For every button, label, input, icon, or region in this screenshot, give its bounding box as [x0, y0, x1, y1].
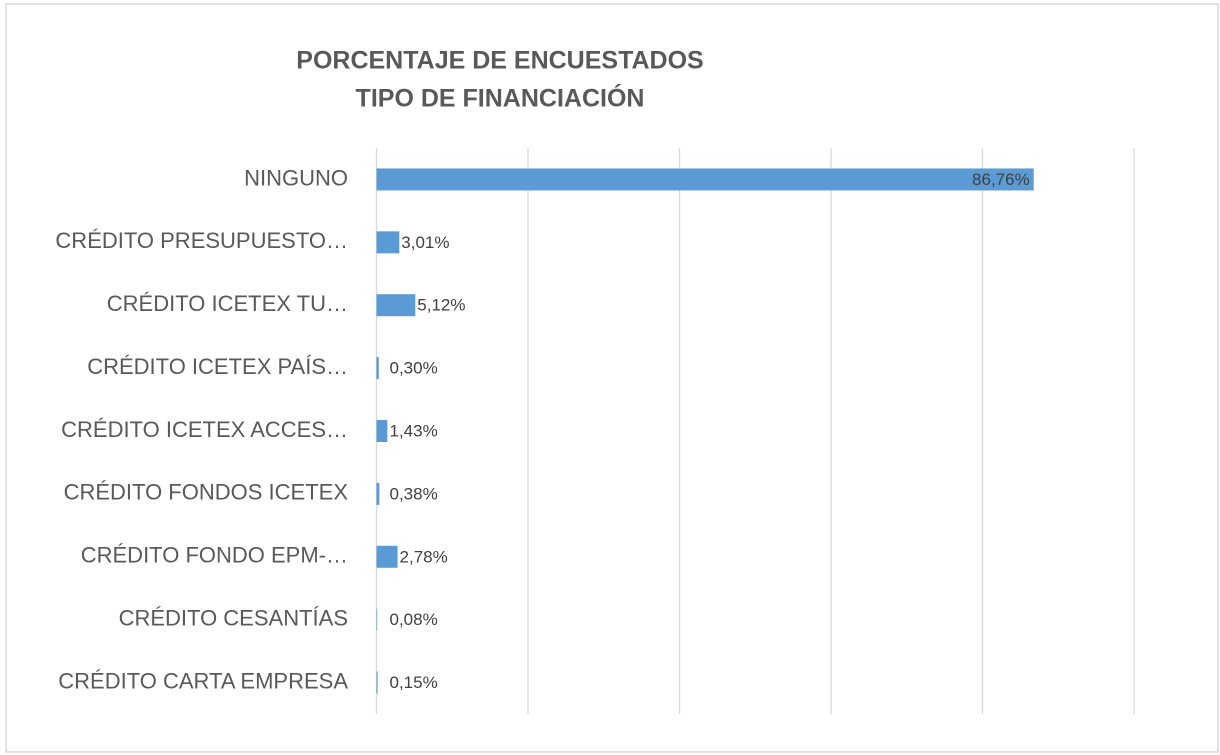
y-tick-label: CRÉDITO ICETEX ACCES…	[61, 417, 348, 442]
chart-subtitle: TIPO DE FINANCIACIÓN	[356, 83, 645, 113]
bar	[376, 294, 416, 317]
y-tick-label: CRÉDITO ICETEX TU…	[107, 291, 348, 316]
data-label: 0,15%	[390, 673, 438, 692]
bar	[376, 671, 378, 694]
bar	[376, 231, 400, 254]
bar	[376, 168, 1034, 191]
y-tick-label: CRÉDITO ICETEX PAÍS…	[87, 354, 348, 379]
data-label: 3,01%	[401, 233, 449, 252]
data-label: 5,12%	[417, 296, 465, 315]
data-label: 0,30%	[390, 359, 438, 378]
y-tick-label: CRÉDITO FONDOS ICETEX	[64, 480, 349, 505]
y-tick-label: NINGUNO	[244, 165, 348, 190]
y-tick-label: CRÉDITO CESANTÍAS	[119, 605, 348, 630]
data-label: 2,78%	[400, 547, 448, 566]
bar	[376, 357, 379, 380]
y-tick-label: CRÉDITO FONDO EPM-…	[81, 543, 348, 568]
bar	[376, 420, 388, 442]
chart-title: PORCENTAJE DE ENCUESTADOS	[296, 47, 703, 75]
data-label: 1,43%	[390, 421, 438, 440]
bar	[376, 482, 380, 505]
data-label: 0,38%	[390, 484, 438, 503]
chart-frame	[5, 3, 1219, 753]
bar	[376, 608, 378, 631]
data-label: 86,76%	[972, 170, 1030, 189]
y-tick-label: CRÉDITO PRESUPUESTO…	[55, 228, 348, 253]
bar	[376, 545, 398, 568]
data-label: 0,08%	[390, 610, 438, 629]
y-tick-label: CRÉDITO CARTA EMPRESA	[58, 668, 348, 693]
